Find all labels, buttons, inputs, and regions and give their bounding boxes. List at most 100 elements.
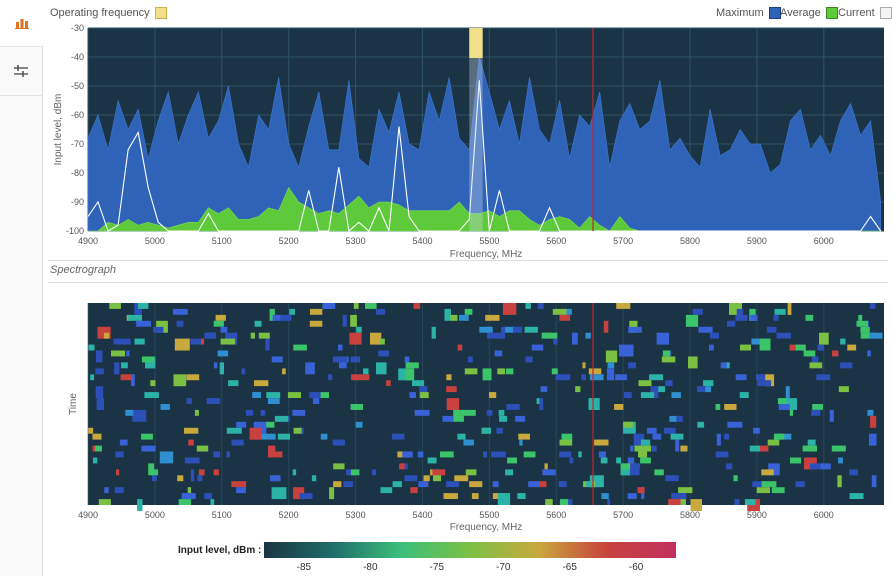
heatmap-cell [450, 314, 458, 321]
heatmap-cell [353, 303, 359, 309]
heatmap-cell [716, 433, 721, 446]
x-tick-label: 5600 [546, 236, 566, 246]
heatmap-cell [628, 362, 636, 369]
heatmap-cell [114, 362, 120, 375]
heatmap-cell [356, 374, 370, 381]
current-legend[interactable]: Current [838, 7, 892, 19]
heatmap-cell [351, 374, 358, 381]
heatmap-cell [752, 481, 766, 488]
heatmap-cell [727, 421, 743, 428]
heatmap-cell [453, 409, 464, 422]
heatmap-cell [690, 499, 702, 511]
colorbar-tick-label: -60 [629, 562, 644, 573]
heatmap-cell [840, 362, 853, 369]
heatmap-cell [637, 487, 645, 494]
heatmap-cell [215, 314, 226, 321]
heatmap-cell [709, 332, 719, 339]
heatmap-cell [413, 303, 421, 309]
heatmap-cell [671, 493, 683, 499]
heatmap-cell [789, 409, 794, 416]
x-tick-label: 5000 [145, 510, 165, 520]
heatmap-cell [332, 439, 345, 446]
heatmap-cell [680, 445, 688, 452]
heatmap-cell [376, 362, 387, 375]
heatmap-cell [457, 344, 463, 351]
heatmap-cell [258, 332, 270, 339]
heatmap-cell [569, 457, 574, 464]
heatmap-cell [513, 326, 523, 333]
heatmap-cell [761, 469, 774, 476]
heatmap-cell [204, 332, 216, 339]
heatmap-cell [261, 433, 276, 440]
heatmap-cell [559, 451, 572, 458]
heatmap-cell [479, 326, 493, 333]
average-legend[interactable]: Average [780, 7, 838, 19]
heatmap-cell [499, 415, 508, 422]
heatmap-cell [860, 326, 870, 333]
heatmap-cell [492, 481, 499, 488]
heatmap-cell [582, 362, 586, 369]
heatmap-cell [811, 409, 821, 416]
heatmap-cell [676, 415, 683, 422]
heatmap-cell [688, 356, 698, 369]
heatmap-cell [703, 380, 714, 387]
heatmap-cell [811, 356, 819, 363]
heatmap-cell [312, 398, 320, 404]
operating-frequency-legend[interactable]: Operating frequency [50, 7, 167, 19]
heatmap-cell [181, 493, 196, 499]
heatmap-cell [517, 493, 526, 499]
heatmap-cell [852, 469, 858, 476]
heatmap-cell [640, 457, 651, 464]
heatmap-cell [414, 409, 430, 416]
settings-tab[interactable] [0, 47, 42, 96]
heatmap-cell [664, 427, 676, 434]
heatmap-cell [536, 398, 540, 404]
spectrum-analyzer-tab[interactable] [0, 0, 43, 47]
heatmap-cell [427, 457, 437, 464]
heatmap-cell [616, 457, 622, 464]
heatmap-cell [572, 332, 578, 345]
heatmap-cell [350, 404, 363, 410]
heatmap-cell [206, 398, 221, 404]
heatmap-cell [623, 421, 633, 428]
heatmap-cell [581, 374, 586, 381]
y-tick-label: -70 [71, 139, 84, 149]
x-tick-label: 5700 [613, 236, 633, 246]
heatmap-cell [311, 475, 317, 482]
heatmap-cell [220, 326, 228, 333]
heatmap-cell [665, 475, 679, 482]
heatmap-cell [412, 380, 425, 387]
heatmap-cell [187, 487, 191, 494]
heatmap-cell [152, 469, 159, 476]
heatmap-cell [464, 308, 473, 315]
heatmap-cell [116, 469, 120, 476]
maximum-legend[interactable]: Maximum [716, 7, 781, 19]
heatmap-cell [226, 427, 242, 434]
heatmap-cell [126, 350, 130, 357]
heatmap-cell [213, 320, 224, 327]
heatmap-cell [178, 499, 192, 505]
colorbar-tick-label: -80 [363, 562, 378, 573]
heatmap-cell [641, 487, 645, 500]
heatmap-cell [159, 451, 174, 464]
heatmap-cell [601, 493, 609, 499]
heatmap-cell [787, 303, 792, 315]
heatmap-cell [375, 308, 385, 315]
x-tick-label: 5500 [479, 236, 499, 246]
heatmap-cell [600, 457, 608, 464]
heatmap-cell [231, 439, 244, 446]
heatmap-cell [692, 308, 698, 315]
heatmap-cell [465, 469, 477, 476]
heatmap-cell [491, 451, 506, 458]
heatmap-cell [199, 338, 205, 345]
maximum-series-area [87, 56, 882, 232]
heatmap-cell [457, 433, 466, 440]
heatmap-cell [333, 481, 342, 488]
heatmap-cell [559, 499, 569, 505]
heatmap-cell [486, 409, 493, 416]
heatmap-cell [403, 463, 408, 470]
heatmap-cell [524, 326, 538, 333]
heatmap-cell [720, 362, 727, 369]
heatmap-cell [749, 445, 760, 452]
heatmap-cell [553, 338, 558, 345]
